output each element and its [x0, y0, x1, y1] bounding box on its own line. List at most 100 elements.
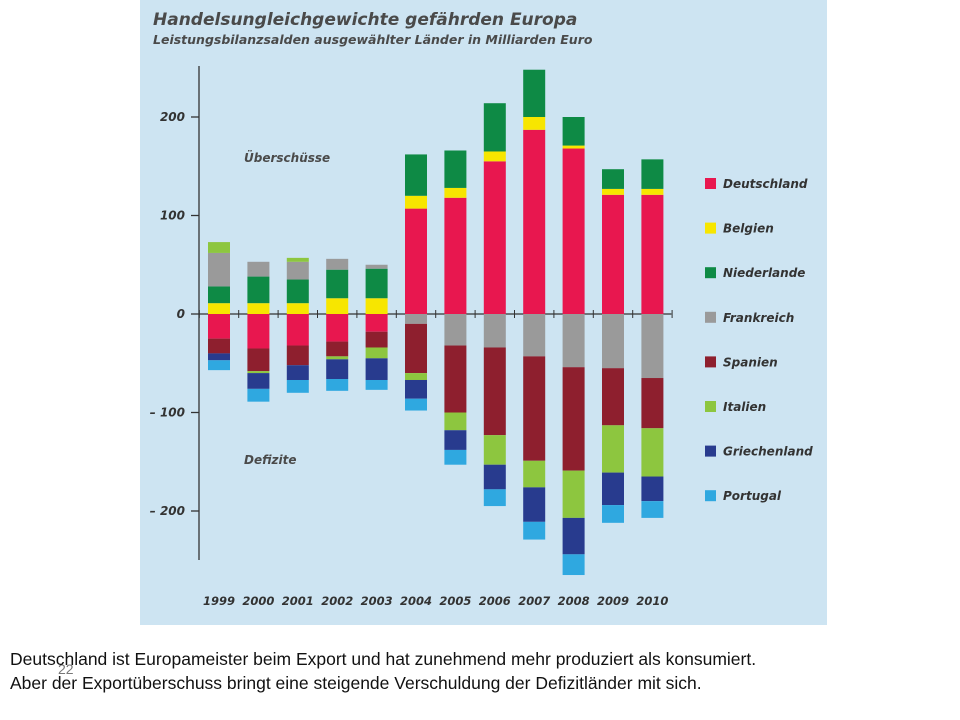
x-tick-label: 2006 — [479, 594, 511, 608]
bar-segment-portugal-2003 — [365, 379, 388, 390]
bar-segment-portugal-2001 — [286, 379, 309, 393]
bar-segment-niederlande-2000 — [247, 276, 270, 304]
bar-segment-italien-2005 — [444, 412, 467, 431]
bar-segment-niederlande-2008 — [562, 117, 585, 146]
legend-label-deutschland: Deutschland — [723, 177, 808, 191]
bar-segment-niederlande-2002 — [326, 269, 349, 299]
bar-segment-griechenland-2001 — [286, 365, 309, 380]
bar-segment-niederlande-2006 — [483, 103, 506, 152]
y-tick-label: – 200 — [150, 504, 185, 518]
bar-segment-portugal-2005 — [444, 449, 467, 465]
bar-segment-spanien-2003 — [365, 331, 388, 348]
x-tick-label: 2009 — [597, 594, 629, 608]
caption-line-1: Deutschland ist Europameister beim Expor… — [10, 649, 757, 669]
bar-segment-italien-2002 — [326, 356, 349, 360]
bar-segment-deutschland-2006 — [483, 161, 506, 314]
legend-label-frankreich: Frankreich — [723, 311, 794, 325]
bar-segment-frankreich-1999 — [208, 252, 230, 287]
legend-label-italien: Italien — [723, 400, 766, 414]
y-tick-label: – 100 — [150, 406, 185, 420]
bar-segment-italien-2010 — [641, 428, 664, 477]
bar-segment-portugal-2004 — [405, 398, 427, 411]
bar-segment-italien-2007 — [523, 460, 546, 488]
bar-segment-spanien-2006 — [483, 347, 506, 436]
bar-segment-frankreich-2000 — [247, 261, 270, 277]
bar-segment-deutschland-2010 — [641, 194, 664, 314]
bar-segment-deutschland-2004 — [405, 208, 427, 314]
axis-layer — [191, 66, 673, 560]
bar-segment-spanien-2000 — [247, 348, 270, 372]
bar-segment-frankreich-2001 — [286, 261, 309, 280]
bar-segment-niederlande-2010 — [641, 159, 664, 189]
x-tick-label: 2000 — [242, 594, 274, 608]
x-tick-label: 2004 — [400, 594, 432, 608]
x-tick-label: 2010 — [636, 594, 668, 608]
bar-segment-deutschland-2001 — [286, 314, 309, 346]
x-tick-label: 2008 — [558, 594, 590, 608]
bar-segment-frankreich-2004 — [405, 314, 427, 324]
bar-segment-frankreich-2005 — [444, 314, 467, 346]
bar-segment-deutschland-2007 — [523, 129, 546, 314]
legend-label-spanien: Spanien — [723, 355, 778, 369]
bar-segment-portugal-2002 — [326, 379, 349, 391]
bar-segment-griechenland-2004 — [405, 379, 427, 399]
legend-swatch-portugal — [705, 490, 716, 502]
bar-segment-deutschland-2002 — [326, 314, 349, 342]
bar-segment-frankreich-2009 — [602, 314, 624, 369]
bar-segment-frankreich-2008 — [562, 314, 585, 368]
x-tick-label: 2007 — [518, 594, 550, 608]
legend-swatch-deutschland — [705, 178, 716, 189]
y-tick-label: 200 — [160, 110, 185, 124]
legend-swatch-frankreich — [705, 311, 716, 323]
chart-subtitle: Leistungsbilanzsalden ausgewählter Lände… — [153, 32, 593, 47]
legend: Deutschland Belgien Niederlande Frankreich S… — [705, 177, 813, 503]
legend-label-griechenland: Griechenland — [723, 445, 813, 459]
bar-segment-spanien-2010 — [641, 378, 664, 429]
bar-segment-niederlande-2003 — [365, 268, 388, 299]
bar-segment-italien-2006 — [483, 435, 506, 465]
bar-segment-frankreich-2010 — [641, 314, 664, 379]
bar-segment-belgien-2007 — [523, 117, 546, 130]
bar-segment-niederlande-2009 — [602, 169, 624, 189]
caption-line-2: Aber der Exportüberschuss bringt eine st… — [10, 673, 702, 693]
annotation-deficit: Defizite — [244, 453, 297, 467]
bars-layer — [208, 69, 664, 576]
bar-segment-griechenland-2005 — [444, 430, 467, 450]
bar-segment-griechenland-2009 — [602, 472, 624, 506]
bar-segment-portugal-2010 — [641, 501, 664, 518]
x-tick-label: 2002 — [321, 594, 353, 608]
bar-segment-deutschland-2003 — [365, 314, 388, 332]
bar-segment-niederlande-2007 — [523, 69, 546, 117]
bar-segment-italien-2008 — [562, 470, 585, 518]
bar-segment-belgien-2010 — [641, 188, 664, 195]
bar-segment-frankreich-2002 — [326, 258, 349, 270]
bar-segment-griechenland-2008 — [562, 517, 585, 555]
bar-segment-belgien-2003 — [365, 298, 388, 314]
legend-swatch-italien — [705, 401, 716, 412]
x-tick-label: 2001 — [282, 594, 314, 608]
bar-segment-italien-2001 — [286, 257, 309, 262]
bar-segment-italien-2000 — [247, 371, 270, 374]
bar-segment-spanien-2002 — [326, 341, 349, 357]
annotation-surplus: Überschüsse — [244, 150, 330, 165]
bar-segment-italien-1999 — [208, 242, 230, 253]
legend-swatch-niederlande — [705, 267, 716, 279]
bar-segment-italien-2003 — [365, 347, 388, 359]
bar-segment-griechenland-2006 — [483, 464, 506, 490]
chart-title: Handelsungleichgewichte gefährden Europa — [153, 10, 578, 30]
bar-segment-griechenland-2003 — [365, 358, 388, 380]
bar-segment-spanien-2009 — [602, 368, 624, 426]
bar-segment-frankreich-2007 — [523, 314, 546, 357]
bar-segment-griechenland-2010 — [641, 476, 664, 502]
legend-swatch-spanien — [705, 356, 716, 368]
bar-segment-deutschland-2005 — [444, 197, 467, 314]
bar-segment-deutschland-2009 — [602, 194, 624, 314]
bar-segment-deutschland-1999 — [208, 314, 230, 339]
bar-segment-belgien-2009 — [602, 188, 624, 195]
bar-segment-niederlande-2005 — [444, 150, 467, 188]
page-number: 22 — [58, 661, 74, 677]
bar-segment-frankreich-2006 — [483, 314, 506, 348]
bar-segment-italien-2009 — [602, 425, 624, 473]
bar-segment-portugal-2008 — [562, 554, 585, 576]
